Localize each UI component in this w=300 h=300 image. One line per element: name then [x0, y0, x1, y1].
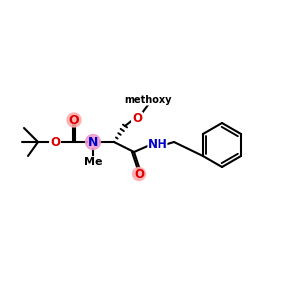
Text: methoxy: methoxy	[124, 95, 172, 105]
Text: O: O	[50, 136, 60, 148]
Text: O: O	[69, 113, 79, 127]
Circle shape	[133, 167, 146, 181]
Text: methoxy: methoxy	[147, 101, 153, 103]
Text: O: O	[132, 112, 142, 125]
Text: Me: Me	[84, 157, 102, 167]
Circle shape	[85, 134, 100, 149]
Text: N: N	[88, 136, 98, 148]
Text: O: O	[134, 167, 144, 181]
Circle shape	[67, 113, 81, 127]
Text: N: N	[148, 139, 158, 152]
Text: H: H	[157, 139, 167, 152]
